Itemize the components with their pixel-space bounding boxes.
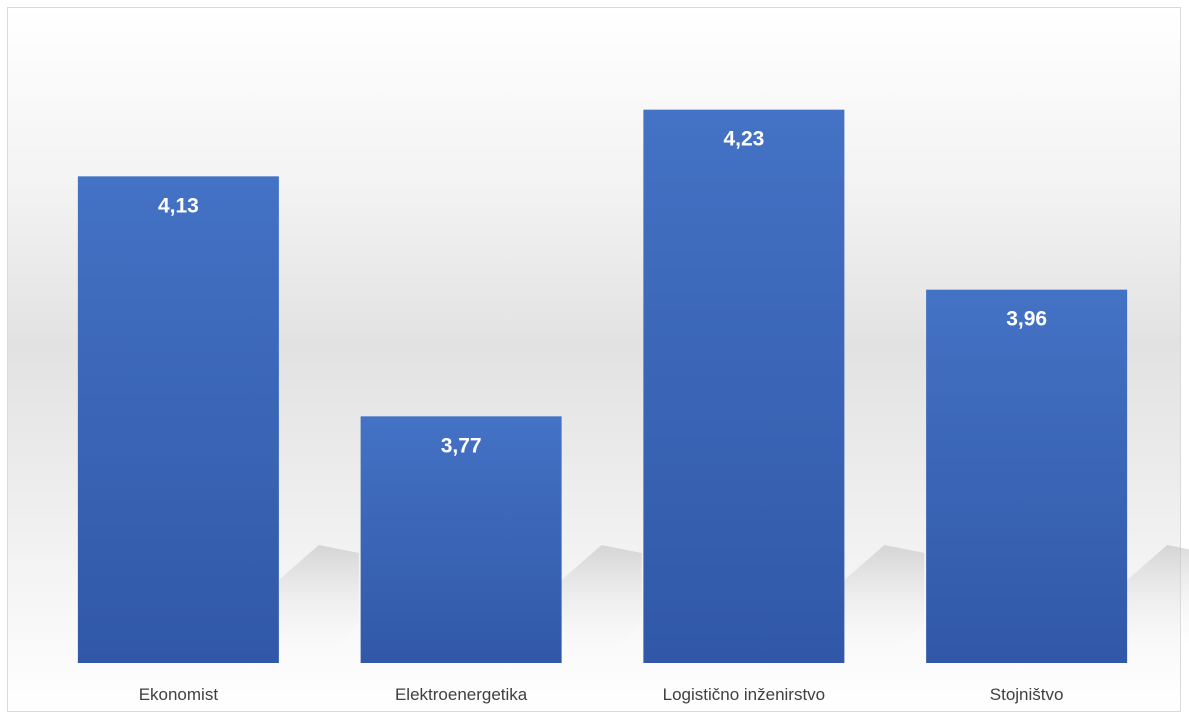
data-label: 3,77 xyxy=(441,434,482,457)
data-label: 4,23 xyxy=(723,128,764,151)
bar-shadows xyxy=(278,545,1189,663)
category-label: Ekonomist xyxy=(139,685,219,704)
category-label: Logistično inženirstvo xyxy=(663,685,826,704)
category-axis-labels: Ekonomist Elektroenergetika Logistično inž… xyxy=(139,685,1064,704)
category-label: Stojništvo xyxy=(990,685,1064,704)
data-labels: 4,13 3,77 4,23 3,96 xyxy=(158,128,1047,458)
bar-stojništvo[interactable] xyxy=(926,289,1128,663)
bar-logistično-inženirstvo[interactable] xyxy=(643,109,845,663)
bar-ekonomist[interactable] xyxy=(77,176,279,664)
data-label: 4,13 xyxy=(158,194,199,217)
bar-shadow xyxy=(278,545,359,663)
bars xyxy=(77,109,1128,664)
bar-elektroenergetika[interactable] xyxy=(360,416,562,663)
bar-shadow xyxy=(844,545,925,663)
category-label: Elektroenergetika xyxy=(395,685,528,704)
bar-shadow xyxy=(561,545,642,663)
bar-shadow xyxy=(1127,545,1189,663)
data-label: 3,96 xyxy=(1006,308,1047,331)
